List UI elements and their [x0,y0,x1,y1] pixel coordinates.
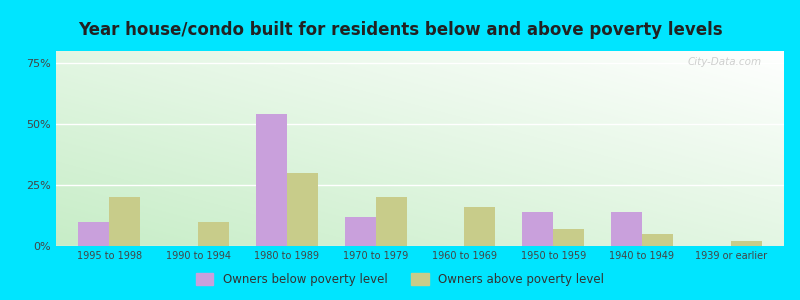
Bar [345,217,376,246]
Bar [110,197,140,246]
Bar [376,197,406,246]
Text: Year house/condo built for residents below and above poverty levels: Year house/condo built for residents bel… [78,21,722,39]
Bar [642,234,673,246]
Bar [78,222,110,246]
Bar [287,173,318,246]
Bar [198,222,229,246]
Bar [553,229,584,246]
Legend: Owners below poverty level, Owners above poverty level: Owners below poverty level, Owners above… [191,268,609,291]
Bar [522,212,553,246]
Bar [464,207,495,246]
Bar [256,114,287,246]
Bar [611,212,642,246]
Text: City-Data.com: City-Data.com [688,57,762,67]
Bar [730,241,762,246]
